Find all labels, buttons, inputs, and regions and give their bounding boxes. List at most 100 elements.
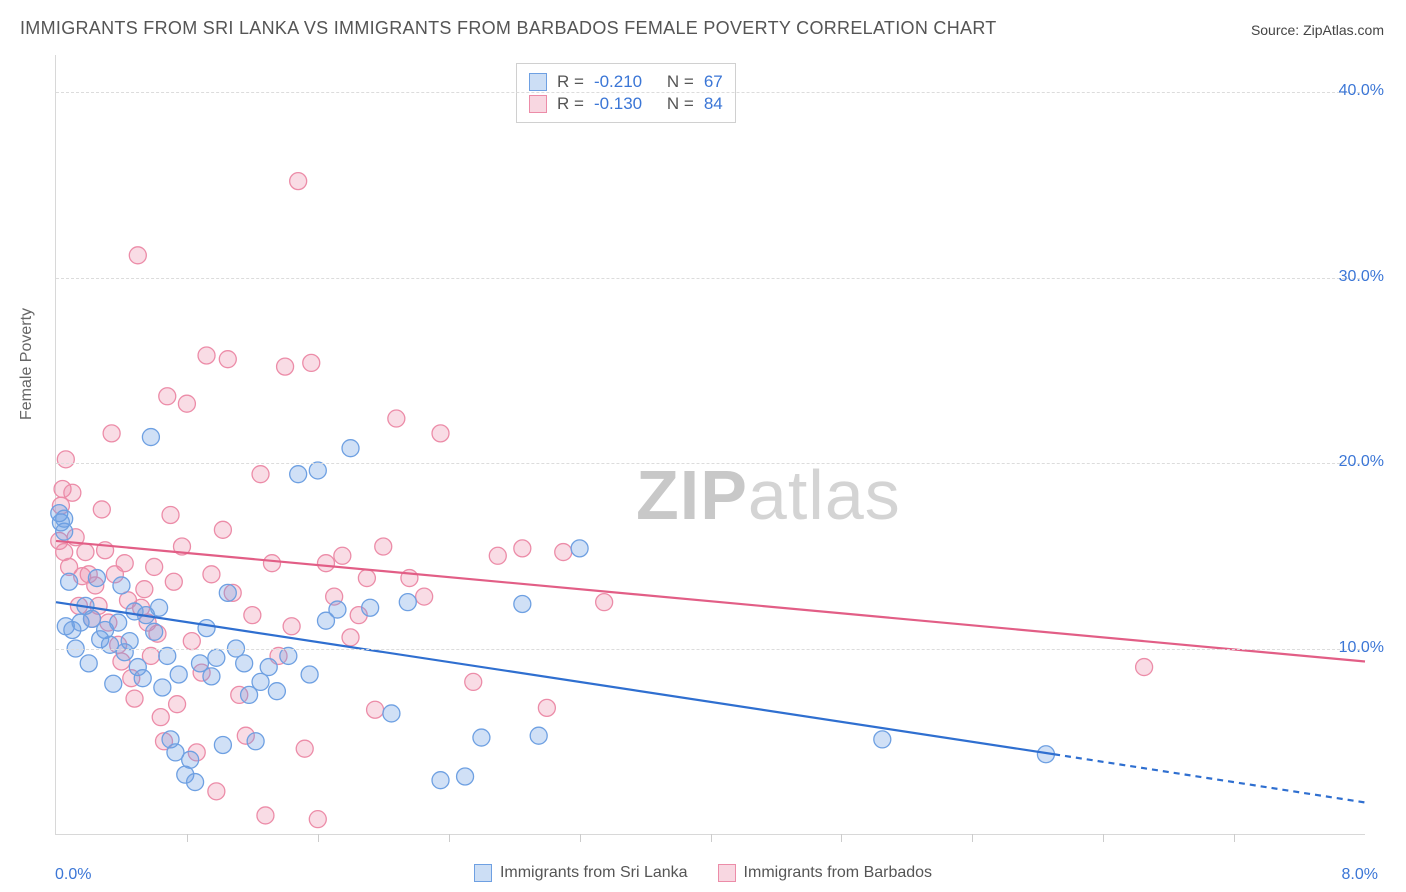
x-tick	[972, 834, 973, 842]
data-point	[110, 614, 127, 631]
data-point	[375, 538, 392, 555]
data-point	[596, 594, 613, 611]
data-point	[214, 736, 231, 753]
data-point	[208, 783, 225, 800]
data-point	[303, 354, 320, 371]
x-tick	[580, 834, 581, 842]
data-point	[399, 594, 416, 611]
data-point	[64, 484, 81, 501]
data-point	[252, 673, 269, 690]
data-point	[473, 729, 490, 746]
data-point	[187, 774, 204, 791]
data-point	[208, 649, 225, 666]
data-point	[465, 673, 482, 690]
x-tick	[1234, 834, 1235, 842]
data-point	[116, 555, 133, 572]
data-point	[244, 607, 261, 624]
data-point	[283, 618, 300, 635]
data-point	[136, 581, 153, 598]
data-point	[61, 573, 78, 590]
legend-label: Immigrants from Barbados	[744, 864, 933, 882]
data-point	[203, 668, 220, 685]
data-point	[151, 599, 168, 616]
data-point	[260, 659, 277, 676]
data-point	[301, 666, 318, 683]
data-point	[103, 425, 120, 442]
data-point	[105, 675, 122, 692]
data-point	[169, 696, 186, 713]
data-point	[514, 596, 531, 613]
source-value: ZipAtlas.com	[1303, 22, 1384, 38]
data-point	[121, 633, 138, 650]
data-point	[146, 623, 163, 640]
data-point	[309, 462, 326, 479]
data-point	[280, 647, 297, 664]
chart-title: IMMIGRANTS FROM SRI LANKA VS IMMIGRANTS …	[20, 18, 997, 39]
legend-item-0: Immigrants from Sri Lanka	[474, 864, 688, 882]
data-point	[154, 679, 171, 696]
data-point	[182, 751, 199, 768]
data-point	[219, 584, 236, 601]
trend-line	[1054, 754, 1365, 802]
data-point	[268, 683, 285, 700]
data-point	[165, 573, 182, 590]
data-point	[555, 544, 572, 561]
data-point	[183, 633, 200, 650]
data-point	[538, 699, 555, 716]
data-point	[489, 547, 506, 564]
data-point	[142, 429, 159, 446]
data-point	[198, 620, 215, 637]
data-point	[126, 690, 143, 707]
data-point	[367, 701, 384, 718]
x-tick	[711, 834, 712, 842]
data-point	[113, 577, 130, 594]
legend-item-1: Immigrants from Barbados	[718, 864, 933, 882]
data-point	[296, 740, 313, 757]
data-point	[571, 540, 588, 557]
data-point	[152, 709, 169, 726]
data-point	[170, 666, 187, 683]
data-point	[358, 570, 375, 587]
source-attribution: Source: ZipAtlas.com	[1251, 22, 1384, 38]
gridline	[56, 649, 1365, 650]
data-point	[309, 811, 326, 828]
y-axis-label: Female Poverty	[18, 308, 36, 420]
data-point	[329, 601, 346, 618]
data-point	[457, 768, 474, 785]
data-point	[874, 731, 891, 748]
data-point	[93, 501, 110, 518]
data-point	[252, 466, 269, 483]
legend-label: Immigrants from Sri Lanka	[500, 864, 688, 882]
x-tick	[841, 834, 842, 842]
data-point	[198, 347, 215, 364]
scatter-plot-area: ZIPatlas R = -0.210 N = 67 R = -0.130 N …	[55, 55, 1365, 835]
data-point	[290, 466, 307, 483]
gridline	[56, 278, 1365, 279]
x-tick	[449, 834, 450, 842]
data-point	[416, 588, 433, 605]
y-tick-label: 10.0%	[1339, 639, 1384, 657]
data-point	[219, 351, 236, 368]
swatch-icon	[718, 864, 736, 882]
trend-line	[56, 541, 1365, 662]
data-point	[277, 358, 294, 375]
data-point	[129, 247, 146, 264]
data-point	[290, 173, 307, 190]
y-tick-label: 40.0%	[1339, 82, 1384, 100]
x-tick	[318, 834, 319, 842]
scatter-svg	[56, 55, 1365, 834]
data-point	[236, 655, 253, 672]
data-point	[162, 506, 179, 523]
data-point	[383, 705, 400, 722]
data-point	[342, 440, 359, 457]
gridline	[56, 92, 1365, 93]
data-point	[432, 425, 449, 442]
data-point	[88, 570, 105, 587]
data-point	[388, 410, 405, 427]
data-point	[80, 655, 97, 672]
y-tick-label: 20.0%	[1339, 453, 1384, 471]
data-point	[530, 727, 547, 744]
data-point	[257, 807, 274, 824]
data-point	[263, 555, 280, 572]
data-point	[334, 547, 351, 564]
